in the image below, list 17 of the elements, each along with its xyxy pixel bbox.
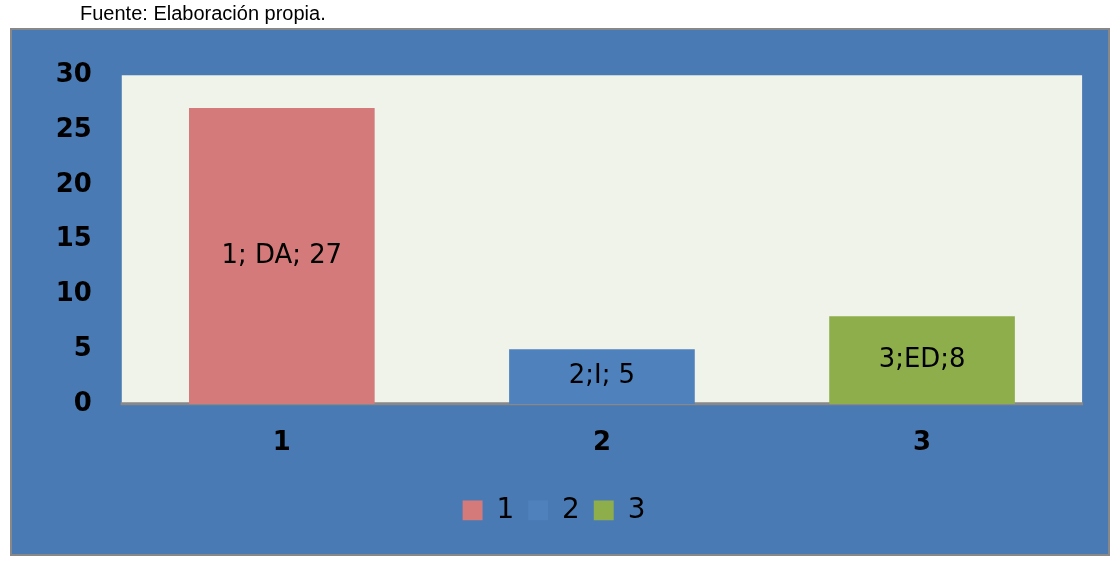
y-tick-label: 0 xyxy=(73,386,92,417)
data-label: 3;ED;8 xyxy=(878,342,966,373)
y-tick-label: 5 xyxy=(73,331,92,362)
source-note: Fuente: Elaboración propia. xyxy=(79,1,327,26)
legend-label: 1 xyxy=(496,491,515,525)
x-tick-label: 3 xyxy=(913,425,932,456)
y-tick-label: 10 xyxy=(55,277,92,308)
y-tick-label: 25 xyxy=(55,112,92,143)
x-tick-label: 2 xyxy=(592,425,611,456)
data-label: 2;I; 5 xyxy=(568,359,636,390)
x-tick-label: 1 xyxy=(272,425,291,456)
y-tick-label: 20 xyxy=(55,167,92,198)
legend-label: 3 xyxy=(627,491,646,525)
data-label: 1; DA; 27 xyxy=(221,238,343,269)
y-tick-label: 15 xyxy=(55,222,92,253)
y-tick-label: 30 xyxy=(55,58,92,88)
legend-label: 2 xyxy=(562,491,580,525)
